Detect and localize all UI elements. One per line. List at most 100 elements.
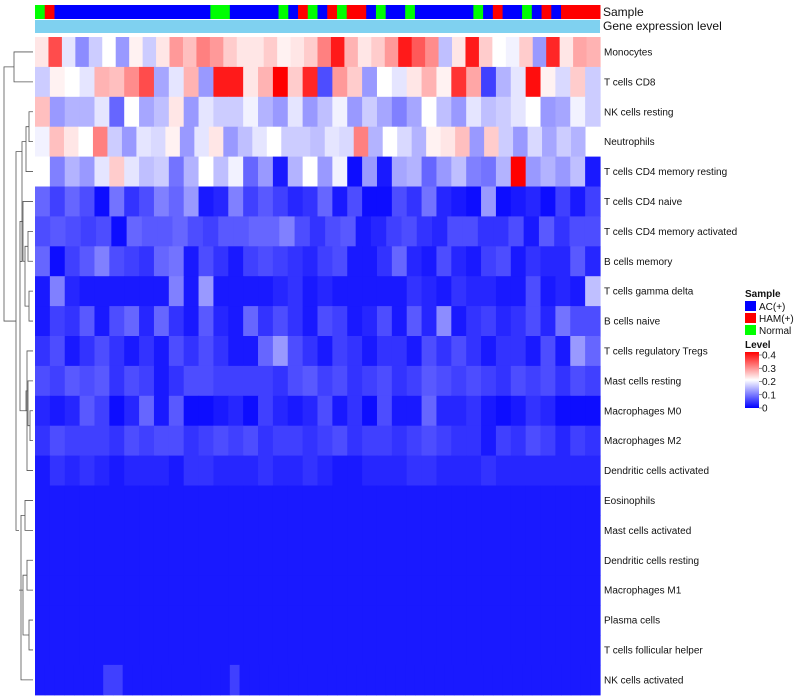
heatmap-cell: [153, 66, 170, 98]
heatmap-cell: [391, 515, 408, 546]
heatmap-cell: [525, 575, 542, 606]
heatmap-cell: [75, 37, 90, 68]
heatmap-cell: [495, 246, 512, 277]
heatmap-cell: [585, 66, 601, 98]
row-label: Dendritic cells activated: [604, 466, 709, 477]
heatmap-cell: [268, 664, 280, 696]
heatmap-cell: [376, 336, 393, 367]
heatmap-cell: [391, 66, 408, 98]
heatmap-cell: [495, 336, 512, 367]
heatmap-cell: [96, 216, 112, 247]
sample-annotation-cell: [317, 5, 328, 19]
heatmap-cell: [495, 425, 512, 457]
heatmap-cell: [64, 156, 81, 188]
heatmap-cell: [531, 664, 543, 696]
heatmap-cell: [391, 96, 408, 128]
heatmap-cell: [198, 425, 215, 457]
heatmap-cell: [287, 455, 304, 487]
heatmap-cell: [406, 635, 423, 666]
heatmap-cell: [302, 635, 319, 666]
heatmap-cell: [391, 365, 408, 397]
heatmap-cell: [416, 216, 433, 247]
heatmap-cell: [139, 365, 155, 397]
heatmap-cell: [153, 96, 170, 128]
heatmap-cell: [228, 425, 244, 457]
heatmap-cell: [347, 485, 363, 516]
heatmap-cell: [555, 306, 571, 337]
heatmap-cell: [525, 156, 542, 188]
heatmap-cell: [213, 306, 229, 337]
row-label: NK cells activated: [604, 675, 683, 686]
heatmap-cell: [272, 455, 289, 487]
heatmap-cell: [35, 664, 46, 696]
heatmap-cell: [64, 336, 81, 367]
heatmap-cell: [347, 246, 363, 277]
heatmap-cell: [168, 515, 185, 546]
heatmap-cell: [451, 605, 467, 636]
heatmap-cell: [481, 485, 497, 516]
row-label: T cells follicular helper: [604, 645, 703, 656]
sample-annotation-cell: [278, 5, 289, 19]
heatmap-cell: [35, 605, 51, 636]
heatmap-cell: [304, 37, 319, 68]
heatmap-cell: [258, 96, 274, 128]
heatmap-cell: [376, 66, 393, 98]
heatmap-cell: [302, 485, 319, 516]
heatmap-cell: [406, 425, 423, 457]
heatmap-cell: [272, 515, 289, 546]
heatmap-cell: [451, 246, 467, 277]
heatmap-cell: [436, 336, 452, 367]
heatmap-cell: [481, 395, 497, 427]
heatmap-cell: [510, 66, 527, 98]
heatmap-cell: [362, 66, 378, 98]
heatmap-cell: [391, 425, 408, 457]
heatmap-cell: [35, 575, 51, 606]
heatmap-cell: [183, 186, 200, 217]
heatmap-cell: [94, 455, 110, 487]
heatmap-cell: [243, 66, 259, 98]
heatmap-cell: [272, 246, 289, 277]
heatmap-cell: [153, 156, 170, 188]
heatmap-cell: [573, 37, 588, 68]
heatmap-cell: [287, 425, 304, 457]
annotation-label-sample: Sample: [603, 5, 644, 19]
heatmap-cell: [332, 96, 348, 128]
heatmap-cell: [243, 545, 259, 576]
heatmap-cell: [243, 276, 259, 307]
heatmap-cell: [466, 66, 482, 98]
heatmap-cell: [64, 485, 81, 516]
dendrogram-link: [25, 126, 33, 172]
heatmap-cell: [570, 276, 586, 307]
heatmap-cell: [498, 126, 514, 158]
heatmap-cell: [139, 425, 155, 457]
expression-level-bar: [35, 20, 600, 33]
heatmap-cell: [513, 126, 529, 158]
heatmap-cell: [35, 515, 51, 546]
heatmap-cell: [386, 216, 403, 247]
heatmap-cell: [142, 664, 153, 696]
heatmap-cell: [258, 425, 274, 457]
heatmap-cell: [406, 336, 423, 367]
heatmap-cell: [64, 455, 81, 487]
heatmap-cell: [317, 395, 333, 427]
heatmap-cell: [243, 336, 259, 367]
heatmap-cell: [183, 365, 200, 397]
heatmap-cell: [258, 156, 274, 188]
heatmap-cell: [109, 485, 125, 516]
heatmap-cell: [376, 575, 393, 606]
heatmap-cell: [124, 395, 140, 427]
dendrogram-link: [20, 515, 33, 681]
sample-annotation-cell: [288, 5, 299, 19]
heatmap-cell: [272, 575, 289, 606]
annotation-label-expression: Gene expression level: [603, 19, 722, 33]
heatmap-cell: [495, 186, 512, 217]
heatmap-cell: [181, 664, 192, 696]
heatmap-cell: [559, 37, 574, 68]
heatmap-cell: [376, 485, 393, 516]
heatmap-cell: [406, 306, 423, 337]
sample-annotation-cell: [366, 5, 377, 19]
heatmap-cell: [397, 126, 413, 158]
heatmap-cell: [54, 664, 65, 696]
heatmap-cell: [139, 485, 155, 516]
sample-legend-swatch: [745, 325, 756, 335]
